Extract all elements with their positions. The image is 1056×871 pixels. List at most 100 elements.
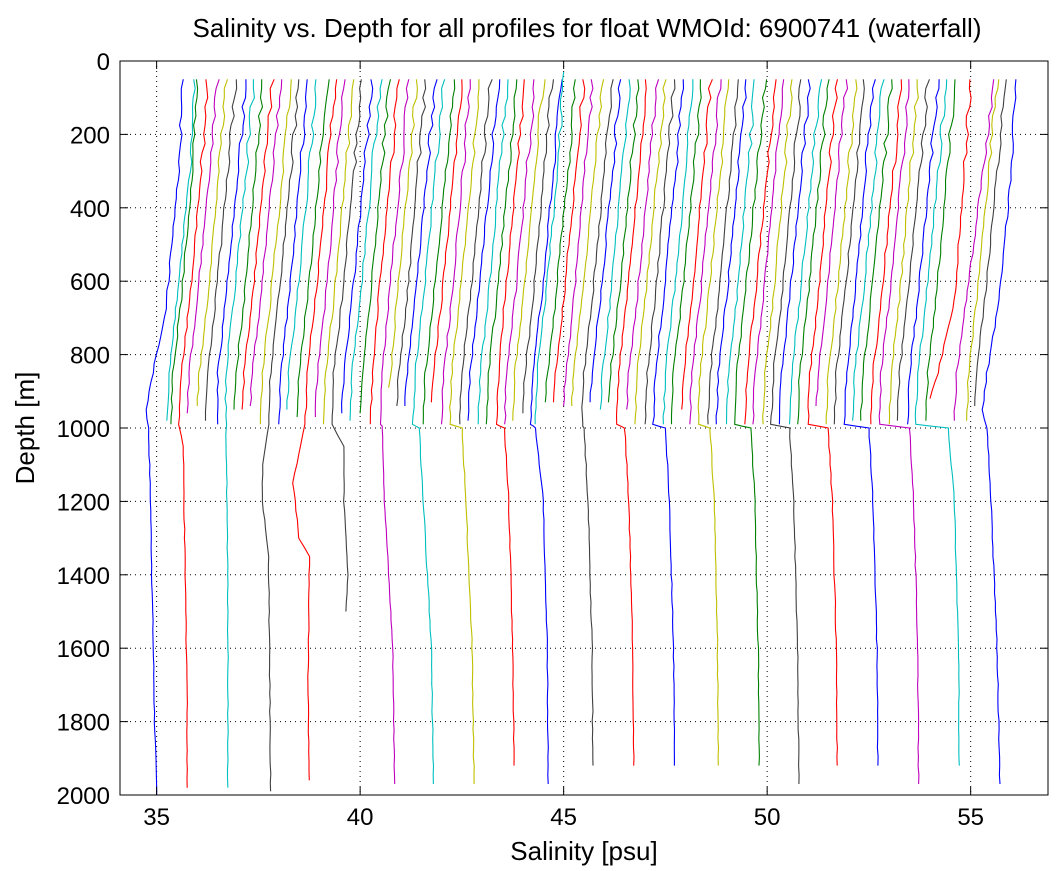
profile-line-25 <box>369 79 400 425</box>
profile-line-31 <box>422 79 456 425</box>
x-tick-label: 40 <box>347 804 374 831</box>
y-tick-label: 2000 <box>57 783 110 810</box>
profile-line-61 <box>689 79 722 425</box>
x-axis-label: Salinity [psu] <box>510 836 657 866</box>
profile-line-40 <box>504 79 535 425</box>
y-tick-label: 800 <box>70 343 110 370</box>
profile-line-43 <box>529 79 563 785</box>
profile-line-34 <box>449 79 480 785</box>
profile-line-56 <box>644 79 676 425</box>
profile-line-92 <box>981 79 1017 785</box>
profile-line-82 <box>878 79 920 785</box>
profile-line-63 <box>707 79 739 425</box>
profile-line-86 <box>914 79 960 766</box>
profile-line-81 <box>870 79 903 425</box>
profile-line-54 <box>626 79 660 410</box>
y-tick-label: 400 <box>70 196 110 223</box>
profile-line-85 <box>907 79 940 425</box>
profile-line-47 <box>563 79 594 407</box>
profile-line-18 <box>292 79 338 781</box>
y-tick-label: 200 <box>70 122 110 149</box>
profile-line-57 <box>652 79 685 766</box>
profile-lines <box>145 71 1017 795</box>
profile-line-2 <box>166 79 196 421</box>
profile-line-51 <box>599 79 631 410</box>
profile-line-24 <box>359 79 392 414</box>
profile-line-7 <box>204 79 238 421</box>
profile-line-11 <box>241 79 275 410</box>
profile-line-21 <box>331 79 362 612</box>
profile-line-13 <box>259 79 292 425</box>
profile-line-71 <box>778 79 811 425</box>
profile-line-9 <box>224 79 255 788</box>
profile-line-19 <box>314 79 346 418</box>
x-tick-label: 35 <box>143 804 170 831</box>
profile-line-10 <box>233 79 264 410</box>
profile-line-89 <box>953 79 995 421</box>
profile-line-69 <box>762 79 793 425</box>
profile-line-3 <box>170 79 199 425</box>
y-tick-label: 1400 <box>57 563 110 590</box>
x-tick-label: 50 <box>754 804 781 831</box>
profile-line-48 <box>571 79 605 407</box>
profile-line-74 <box>807 79 839 766</box>
profile-line-55 <box>634 79 667 425</box>
profile-line-88 <box>929 79 972 399</box>
profile-line-65 <box>725 79 755 425</box>
profile-line-14 <box>261 79 300 792</box>
profile-line-37 <box>477 79 509 425</box>
y-tick-label: 1600 <box>57 636 110 663</box>
profile-line-53 <box>615 79 647 766</box>
x-tick-label: 45 <box>550 804 577 831</box>
y-axis-label: Depth [m] <box>10 372 40 485</box>
y-tick-label: 1200 <box>57 489 110 516</box>
profile-line-64 <box>715 79 747 425</box>
profile-line-50 <box>589 79 622 403</box>
chart-title: Salinity vs. Depth for all profiles for … <box>193 13 982 43</box>
profile-line-36 <box>467 79 501 421</box>
profile-line-16 <box>286 79 317 410</box>
profile-line-38 <box>485 79 518 425</box>
profile-line-84 <box>896 79 931 421</box>
profile-line-91 <box>974 79 1007 407</box>
profile-line-80 <box>860 79 893 421</box>
x-tick-label: 55 <box>957 804 984 831</box>
y-tick-label: 1000 <box>57 416 110 443</box>
profile-line-12 <box>249 79 283 407</box>
y-tick-label: 1800 <box>57 710 110 737</box>
profile-line-73 <box>797 79 830 425</box>
profile-line-20 <box>322 79 355 425</box>
profile-line-60 <box>681 79 713 410</box>
profile-line-8 <box>216 79 247 425</box>
profile-line-44 <box>534 71 565 425</box>
profile-line-28 <box>396 79 427 407</box>
profile-line-72 <box>788 79 823 425</box>
profile-line-27 <box>388 79 418 388</box>
profile-line-39 <box>495 79 525 766</box>
profile-line-52 <box>607 79 640 403</box>
profile-line-6 <box>196 79 229 407</box>
profile-line-78 <box>843 79 879 766</box>
profile-line-41 <box>512 79 546 421</box>
profile-line-67 <box>744 79 777 425</box>
profile-line-59 <box>670 79 702 425</box>
profile-line-45 <box>544 79 576 403</box>
profile-line-17 <box>296 79 330 418</box>
profile-line-1 <box>145 79 184 795</box>
profile-line-42 <box>522 79 555 414</box>
profile-line-76 <box>825 79 858 425</box>
profile-line-32 <box>430 79 463 403</box>
profile-line-90 <box>966 79 1000 421</box>
profile-line-68 <box>752 79 785 425</box>
profile-line-5 <box>186 79 220 414</box>
y-tick-label: 0 <box>97 49 110 76</box>
profile-line-79 <box>852 79 885 421</box>
profile-line-70 <box>770 79 802 785</box>
profile-line-87 <box>925 79 956 421</box>
profile-line-46 <box>552 79 586 403</box>
profile-line-15 <box>278 79 308 425</box>
profile-line-49 <box>581 79 614 766</box>
profile-line-29 <box>404 79 438 406</box>
profile-line-66 <box>734 79 768 766</box>
